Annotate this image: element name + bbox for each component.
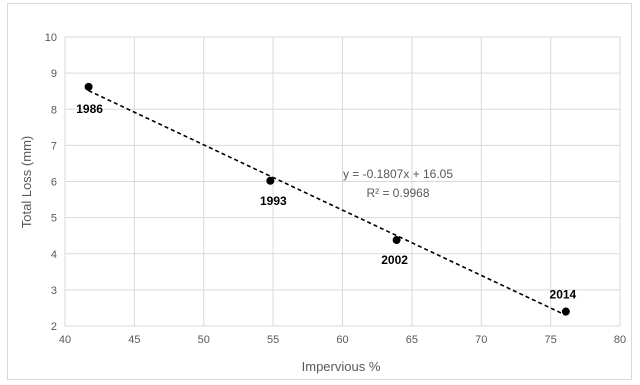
y-tick-label: 5 [51,213,57,225]
y-tick-label: 9 [51,68,57,80]
x-tick-label: 70 [475,334,487,346]
point-labels: 1986 1993 2002 2014 [76,102,576,302]
grid-lines [64,36,621,327]
data-point-1993 [266,176,275,185]
trendline-equation: y = -0.1807x + 16.05 [343,167,453,181]
data-points [84,82,570,316]
point-label-2002: 2002 [381,253,408,267]
x-tick-label: 60 [336,334,348,346]
trendline [88,89,567,316]
y-tick-label: 8 [51,104,57,116]
y-tick-label: 6 [51,177,57,189]
x-tick-label: 40 [59,334,71,346]
x-tick-label: 45 [128,334,140,346]
y-tick-label: 7 [51,140,57,152]
y-tick-label: 2 [51,321,57,333]
x-tick-label: 50 [198,334,210,346]
point-label-1986: 1986 [76,102,103,116]
x-tick-labels: 40 45 50 55 60 65 70 75 80 [59,334,626,346]
data-point-1986 [84,82,93,91]
chart-frame [7,3,632,380]
trendline-group [88,89,567,316]
data-point-2002 [392,236,401,245]
x-tick-label: 75 [545,334,557,346]
point-label-1993: 1993 [260,194,287,208]
x-tick-label: 80 [614,334,626,346]
point-label-2014: 2014 [550,288,577,302]
y-axis-title: Total Loss (mm) [19,136,34,228]
x-tick-label: 55 [267,334,279,346]
y-tick-label: 10 [45,32,57,44]
x-tick-label: 65 [406,334,418,346]
y-tick-labels: 2 3 4 5 6 7 8 9 10 [45,32,57,333]
y-tick-label: 3 [51,285,57,297]
y-tick-label: 4 [51,249,57,261]
trendline-r2: R² = 0.9968 [366,186,429,200]
data-point-2014 [561,307,570,316]
x-axis-title: Impervious % [302,359,381,374]
